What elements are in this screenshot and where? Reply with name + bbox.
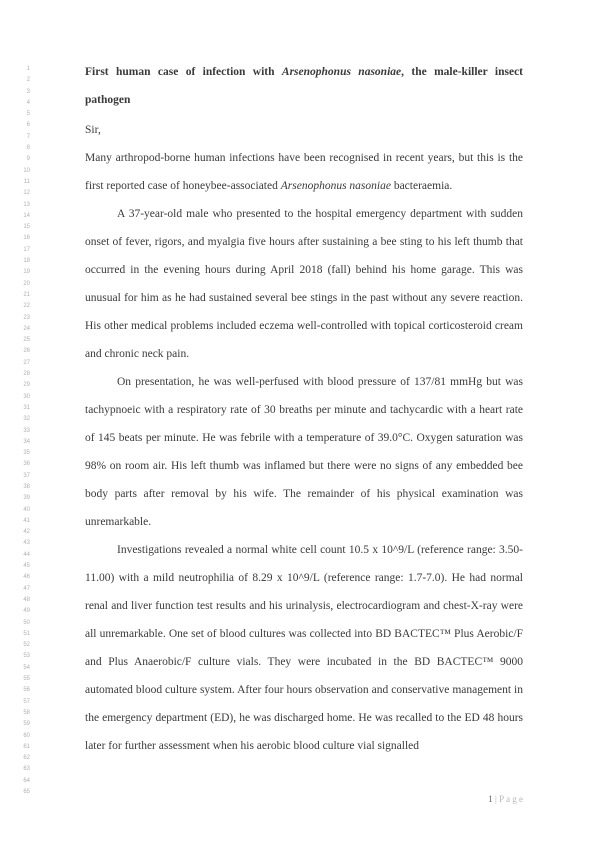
line-number: 30 <box>18 392 30 403</box>
line-number: 48 <box>18 595 30 606</box>
line-number: 37 <box>18 471 30 482</box>
line-number: 13 <box>18 200 30 211</box>
line-number: 16 <box>18 233 30 244</box>
line-number: 59 <box>18 719 30 730</box>
p1-species: Arsenophonus nasoniae <box>281 180 391 192</box>
salutation: Sir, <box>85 116 523 144</box>
line-number: 39 <box>18 493 30 504</box>
line-number: 9 <box>18 154 30 165</box>
title-species: Arsenophonus nasoniae <box>282 66 401 78</box>
line-number: 44 <box>18 550 30 561</box>
line-number: 50 <box>18 618 30 629</box>
line-number: 6 <box>18 120 30 131</box>
line-numbers-gutter: 1234567891011121314151617181920212223242… <box>18 64 30 798</box>
line-number: 7 <box>18 132 30 143</box>
document-body: First human case of infection with Arsen… <box>85 58 523 760</box>
page-footer: 1 | P a g e <box>488 794 523 804</box>
line-number: 53 <box>18 651 30 662</box>
line-number: 61 <box>18 742 30 753</box>
line-number: 3 <box>18 87 30 98</box>
line-number: 5 <box>18 109 30 120</box>
line-number: 54 <box>18 663 30 674</box>
line-number: 40 <box>18 505 30 516</box>
line-number: 14 <box>18 211 30 222</box>
line-number: 26 <box>18 346 30 357</box>
line-number: 56 <box>18 685 30 696</box>
line-number: 18 <box>18 256 30 267</box>
line-number: 22 <box>18 301 30 312</box>
line-number: 4 <box>18 98 30 109</box>
line-number: 47 <box>18 584 30 595</box>
line-number: 60 <box>18 731 30 742</box>
paragraph-investigations: Investigations revealed a normal white c… <box>85 536 523 760</box>
line-number: 65 <box>18 787 30 798</box>
p1-text-b: bacteraemia. <box>391 180 452 192</box>
line-number: 49 <box>18 606 30 617</box>
line-number: 2 <box>18 75 30 86</box>
line-number: 24 <box>18 324 30 335</box>
line-number: 21 <box>18 290 30 301</box>
title-prefix: First human case of infection with <box>85 66 282 78</box>
line-number: 17 <box>18 245 30 256</box>
line-number: 64 <box>18 776 30 787</box>
line-number: 11 <box>18 177 30 188</box>
line-number: 1 <box>18 64 30 75</box>
paragraph-case: A 37-year-old male who presented to the … <box>85 200 523 368</box>
line-number: 23 <box>18 313 30 324</box>
line-number: 28 <box>18 369 30 380</box>
line-number: 31 <box>18 403 30 414</box>
paragraph-intro: Many arthropod-borne human infections ha… <box>85 144 523 200</box>
line-number: 46 <box>18 572 30 583</box>
line-number: 32 <box>18 414 30 425</box>
document-title: First human case of infection with Arsen… <box>85 58 523 114</box>
footer-label: P a g e <box>499 794 523 804</box>
line-number: 43 <box>18 538 30 549</box>
line-number: 12 <box>18 188 30 199</box>
line-number: 51 <box>18 629 30 640</box>
line-number: 42 <box>18 527 30 538</box>
line-number: 58 <box>18 708 30 719</box>
line-number: 25 <box>18 335 30 346</box>
line-number: 34 <box>18 437 30 448</box>
line-number: 41 <box>18 516 30 527</box>
line-number: 20 <box>18 279 30 290</box>
line-number: 36 <box>18 459 30 470</box>
line-number: 10 <box>18 166 30 177</box>
line-number: 52 <box>18 640 30 651</box>
line-number: 45 <box>18 561 30 572</box>
line-number: 62 <box>18 753 30 764</box>
line-number: 55 <box>18 674 30 685</box>
line-number: 57 <box>18 697 30 708</box>
line-number: 27 <box>18 358 30 369</box>
line-number: 29 <box>18 380 30 391</box>
line-number: 33 <box>18 426 30 437</box>
line-number: 19 <box>18 267 30 278</box>
line-number: 8 <box>18 143 30 154</box>
paragraph-presentation: On presentation, he was well-perfused wi… <box>85 368 523 536</box>
line-number: 15 <box>18 222 30 233</box>
line-number: 38 <box>18 482 30 493</box>
line-number: 63 <box>18 764 30 775</box>
line-number: 35 <box>18 448 30 459</box>
